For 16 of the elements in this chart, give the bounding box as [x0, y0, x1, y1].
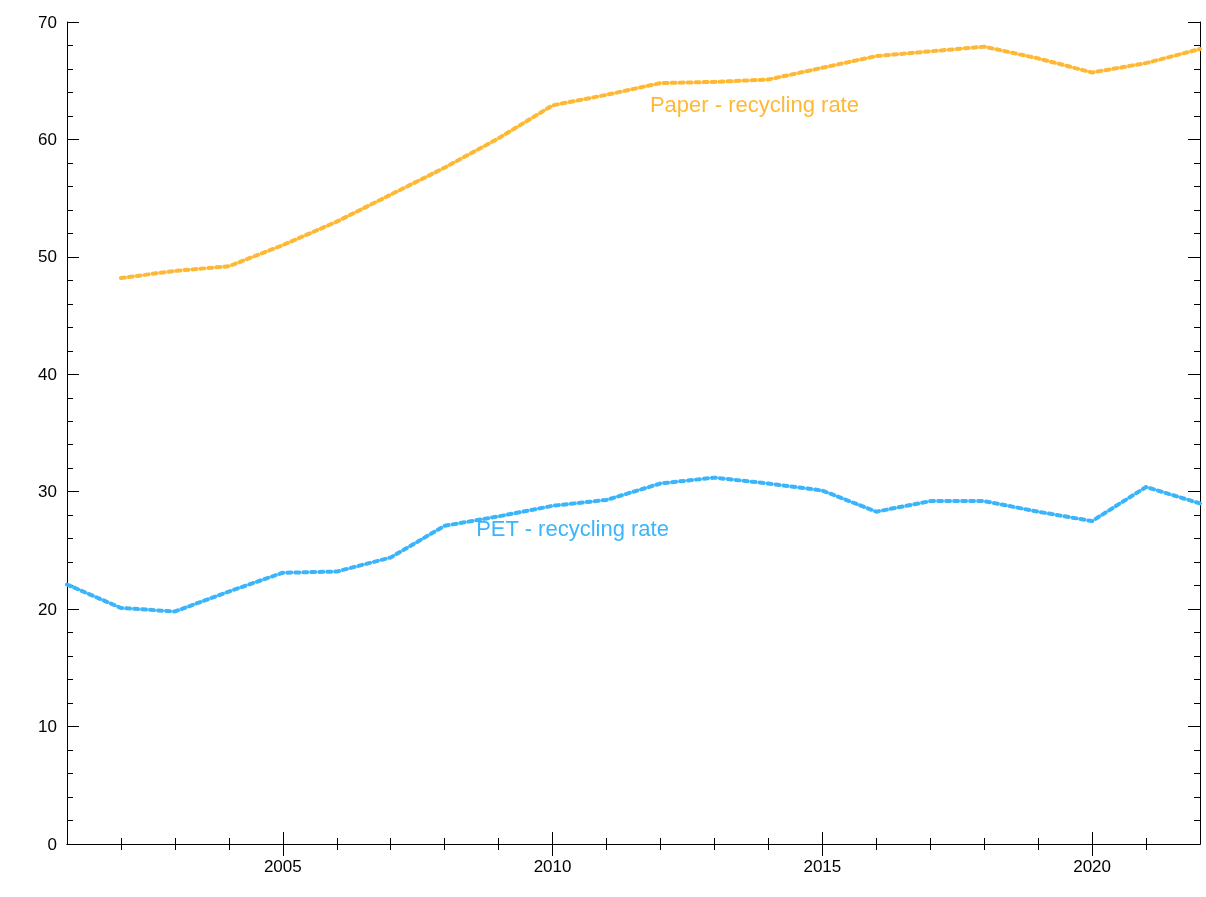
y-tick-label: 70: [38, 12, 57, 32]
y-tick-label: 40: [38, 364, 57, 384]
y-tick-label: 50: [38, 247, 57, 267]
y-tick-label: 0: [47, 834, 57, 854]
series-label: PET - recycling rate: [476, 516, 669, 542]
x-tick-label: 2005: [263, 857, 302, 876]
line-series: [65, 475, 1202, 614]
x-tick-label: 2015: [803, 857, 842, 876]
x-tick-label: 2010: [533, 857, 572, 876]
y-tick-label: 30: [38, 482, 57, 502]
x-tick-label: 2020: [1073, 857, 1112, 876]
y-tick-label: 60: [38, 129, 57, 149]
y-tick-label: 20: [38, 599, 57, 619]
line-series: [118, 44, 1202, 280]
y-tick-label: 10: [38, 717, 57, 737]
series-label: Paper - recycling rate: [649, 92, 859, 118]
